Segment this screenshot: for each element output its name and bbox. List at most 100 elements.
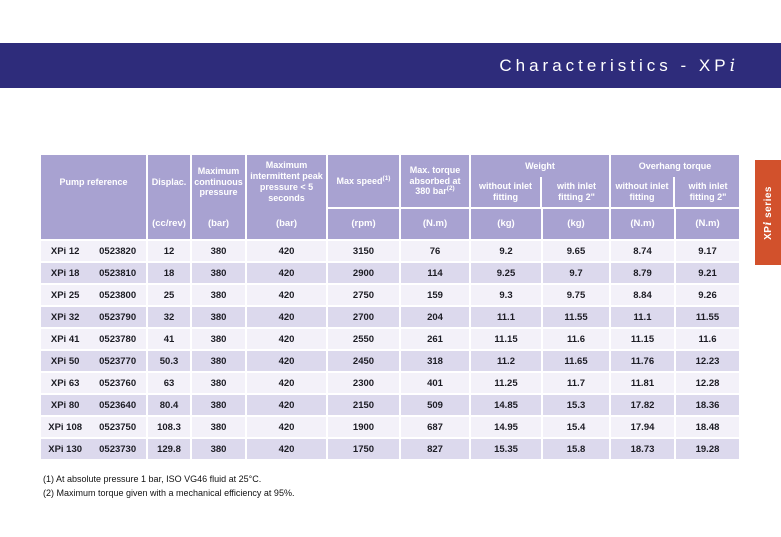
displacement-cell: 18 xyxy=(148,263,190,283)
pump-code: 0523760 xyxy=(99,377,137,389)
unit-weight-without: (kg) xyxy=(471,209,541,239)
torque-cell: 509 xyxy=(401,395,469,415)
overhang-without-cell: 17.94 xyxy=(611,417,674,437)
weight-without-cell: 9.25 xyxy=(471,263,541,283)
pump-name: XPi 41 xyxy=(50,333,80,345)
pump-reference-cell: XPi 80 0523640 xyxy=(41,395,146,415)
speed-cell: 1900 xyxy=(328,417,399,437)
torque-cell: 114 xyxy=(401,263,469,283)
torque-cell: 76 xyxy=(401,241,469,261)
overhang-without-cell: 8.79 xyxy=(611,263,674,283)
pump-name: XPi 25 xyxy=(50,289,80,301)
weight-with-cell: 15.4 xyxy=(543,417,609,437)
speed-cell: 2700 xyxy=(328,307,399,327)
overhang-without-cell: 8.74 xyxy=(611,241,674,261)
header-max-torque-label: Max. torque absorbed at 380 bar xyxy=(409,164,461,197)
unit-overhang-without: (N.m) xyxy=(611,209,674,239)
overhang-without-cell: 8.84 xyxy=(611,285,674,305)
continuous-cell: 380 xyxy=(192,439,245,459)
pump-reference-cell: XPi 41 0523780 xyxy=(41,329,146,349)
overhang-without-cell: 11.76 xyxy=(611,351,674,371)
continuous-cell: 380 xyxy=(192,417,245,437)
weight-without-cell: 14.95 xyxy=(471,417,541,437)
continuous-cell: 380 xyxy=(192,307,245,327)
overhang-with-cell: 12.28 xyxy=(676,373,739,393)
header-max-intermittent-pressure-label: Maximum intermittent peak pressure < 5 s… xyxy=(250,160,323,203)
speed-cell: 2450 xyxy=(328,351,399,371)
header-displacement-unit: (cc/rev) xyxy=(152,218,186,230)
weight-without-cell: 9.2 xyxy=(471,241,541,261)
intermittent-cell: 420 xyxy=(247,417,326,437)
tab-label-suffix: series xyxy=(762,185,774,221)
header-max-torque: Max. torque absorbed at 380 bar(2) xyxy=(401,155,469,207)
intermittent-cell: 420 xyxy=(247,307,326,327)
weight-with-cell: 15.8 xyxy=(543,439,609,459)
header-weight-group-label: Weight xyxy=(525,160,555,171)
footnote-2: (2) Maximum torque given with a mechanic… xyxy=(43,488,295,498)
header-max-continuous-pressure-label: Maximum continuous pressure xyxy=(194,165,243,198)
continuous-cell: 380 xyxy=(192,241,245,261)
overhang-without-cell: 11.1 xyxy=(611,307,674,327)
pump-code: 0523790 xyxy=(99,311,137,323)
overhang-with-cell: 11.6 xyxy=(676,329,739,349)
pump-code: 0523820 xyxy=(99,245,137,257)
header-overhang-without-fitting: without inlet fitting xyxy=(615,181,669,202)
intermittent-cell: 420 xyxy=(247,241,326,261)
displacement-cell: 108.3 xyxy=(148,417,190,437)
intermittent-cell: 420 xyxy=(247,285,326,305)
weight-with-cell: 11.55 xyxy=(543,307,609,327)
footnotes: (1) At absolute pressure 1 bar, ISO VG46… xyxy=(43,472,294,500)
weight-without-cell: 11.1 xyxy=(471,307,541,327)
overhang-without-cell: 18.73 xyxy=(611,439,674,459)
speed-cell: 2300 xyxy=(328,373,399,393)
speed-cell: 3150 xyxy=(328,241,399,261)
overhang-without-cell: 17.82 xyxy=(611,395,674,415)
weight-without-cell: 11.25 xyxy=(471,373,541,393)
torque-cell: 827 xyxy=(401,439,469,459)
intermittent-cell: 420 xyxy=(247,329,326,349)
weight-with-cell: 15.3 xyxy=(543,395,609,415)
weight-without-cell: 11.15 xyxy=(471,329,541,349)
torque-cell: 261 xyxy=(401,329,469,349)
header-displacement: Displac. (cc/rev) xyxy=(148,155,190,239)
header-overhang-torque-group: Overhang torque without inlet fitting wi… xyxy=(611,155,739,207)
header-max-speed-footnote-ref: (1) xyxy=(382,174,391,182)
pump-name: XPi 32 xyxy=(50,311,80,323)
pump-reference-cell: XPi 25 0523800 xyxy=(41,285,146,305)
overhang-with-cell: 9.21 xyxy=(676,263,739,283)
overhang-with-cell: 9.26 xyxy=(676,285,739,305)
footnote-1: (1) At absolute pressure 1 bar, ISO VG46… xyxy=(43,474,262,484)
title-banner: Characteristics - XPi xyxy=(0,43,781,88)
header-max-continuous-pressure: Maximum continuous pressure (bar) xyxy=(192,155,245,239)
torque-cell: 687 xyxy=(401,417,469,437)
pump-reference-cell: XPi 18 0523810 xyxy=(41,263,146,283)
intermittent-cell: 420 xyxy=(247,439,326,459)
weight-with-cell: 9.65 xyxy=(543,241,609,261)
pump-code: 0523750 xyxy=(99,421,137,433)
pump-reference-cell: XPi 12 0523820 xyxy=(41,241,146,261)
continuous-cell: 380 xyxy=(192,329,245,349)
tab-label-prefix: XP xyxy=(762,225,774,240)
header-max-continuous-pressure-unit: (bar) xyxy=(207,218,230,230)
weight-with-cell: 11.65 xyxy=(543,351,609,371)
overhang-with-cell: 12.23 xyxy=(676,351,739,371)
torque-cell: 318 xyxy=(401,351,469,371)
speed-cell: 2750 xyxy=(328,285,399,305)
weight-without-cell: 9.3 xyxy=(471,285,541,305)
pump-name: XPi 130 xyxy=(48,443,83,455)
overhang-with-cell: 9.17 xyxy=(676,241,739,261)
unit-max-torque: (N.m) xyxy=(401,209,469,239)
displacement-cell: 41 xyxy=(148,329,190,349)
header-max-intermittent-pressure-unit: (bar) xyxy=(275,218,298,230)
intermittent-cell: 420 xyxy=(247,263,326,283)
weight-subcolumn-divider xyxy=(539,177,542,207)
intermittent-cell: 420 xyxy=(247,351,326,371)
page-title-text: Characteristics - XP xyxy=(499,55,730,75)
displacement-cell: 80.4 xyxy=(148,395,190,415)
pump-code: 0523770 xyxy=(99,355,137,367)
weight-with-cell: 9.7 xyxy=(543,263,609,283)
page-title: Characteristics - XPi xyxy=(499,56,739,76)
overhang-without-cell: 11.15 xyxy=(611,329,674,349)
header-max-speed-label: Max speed xyxy=(336,175,383,186)
